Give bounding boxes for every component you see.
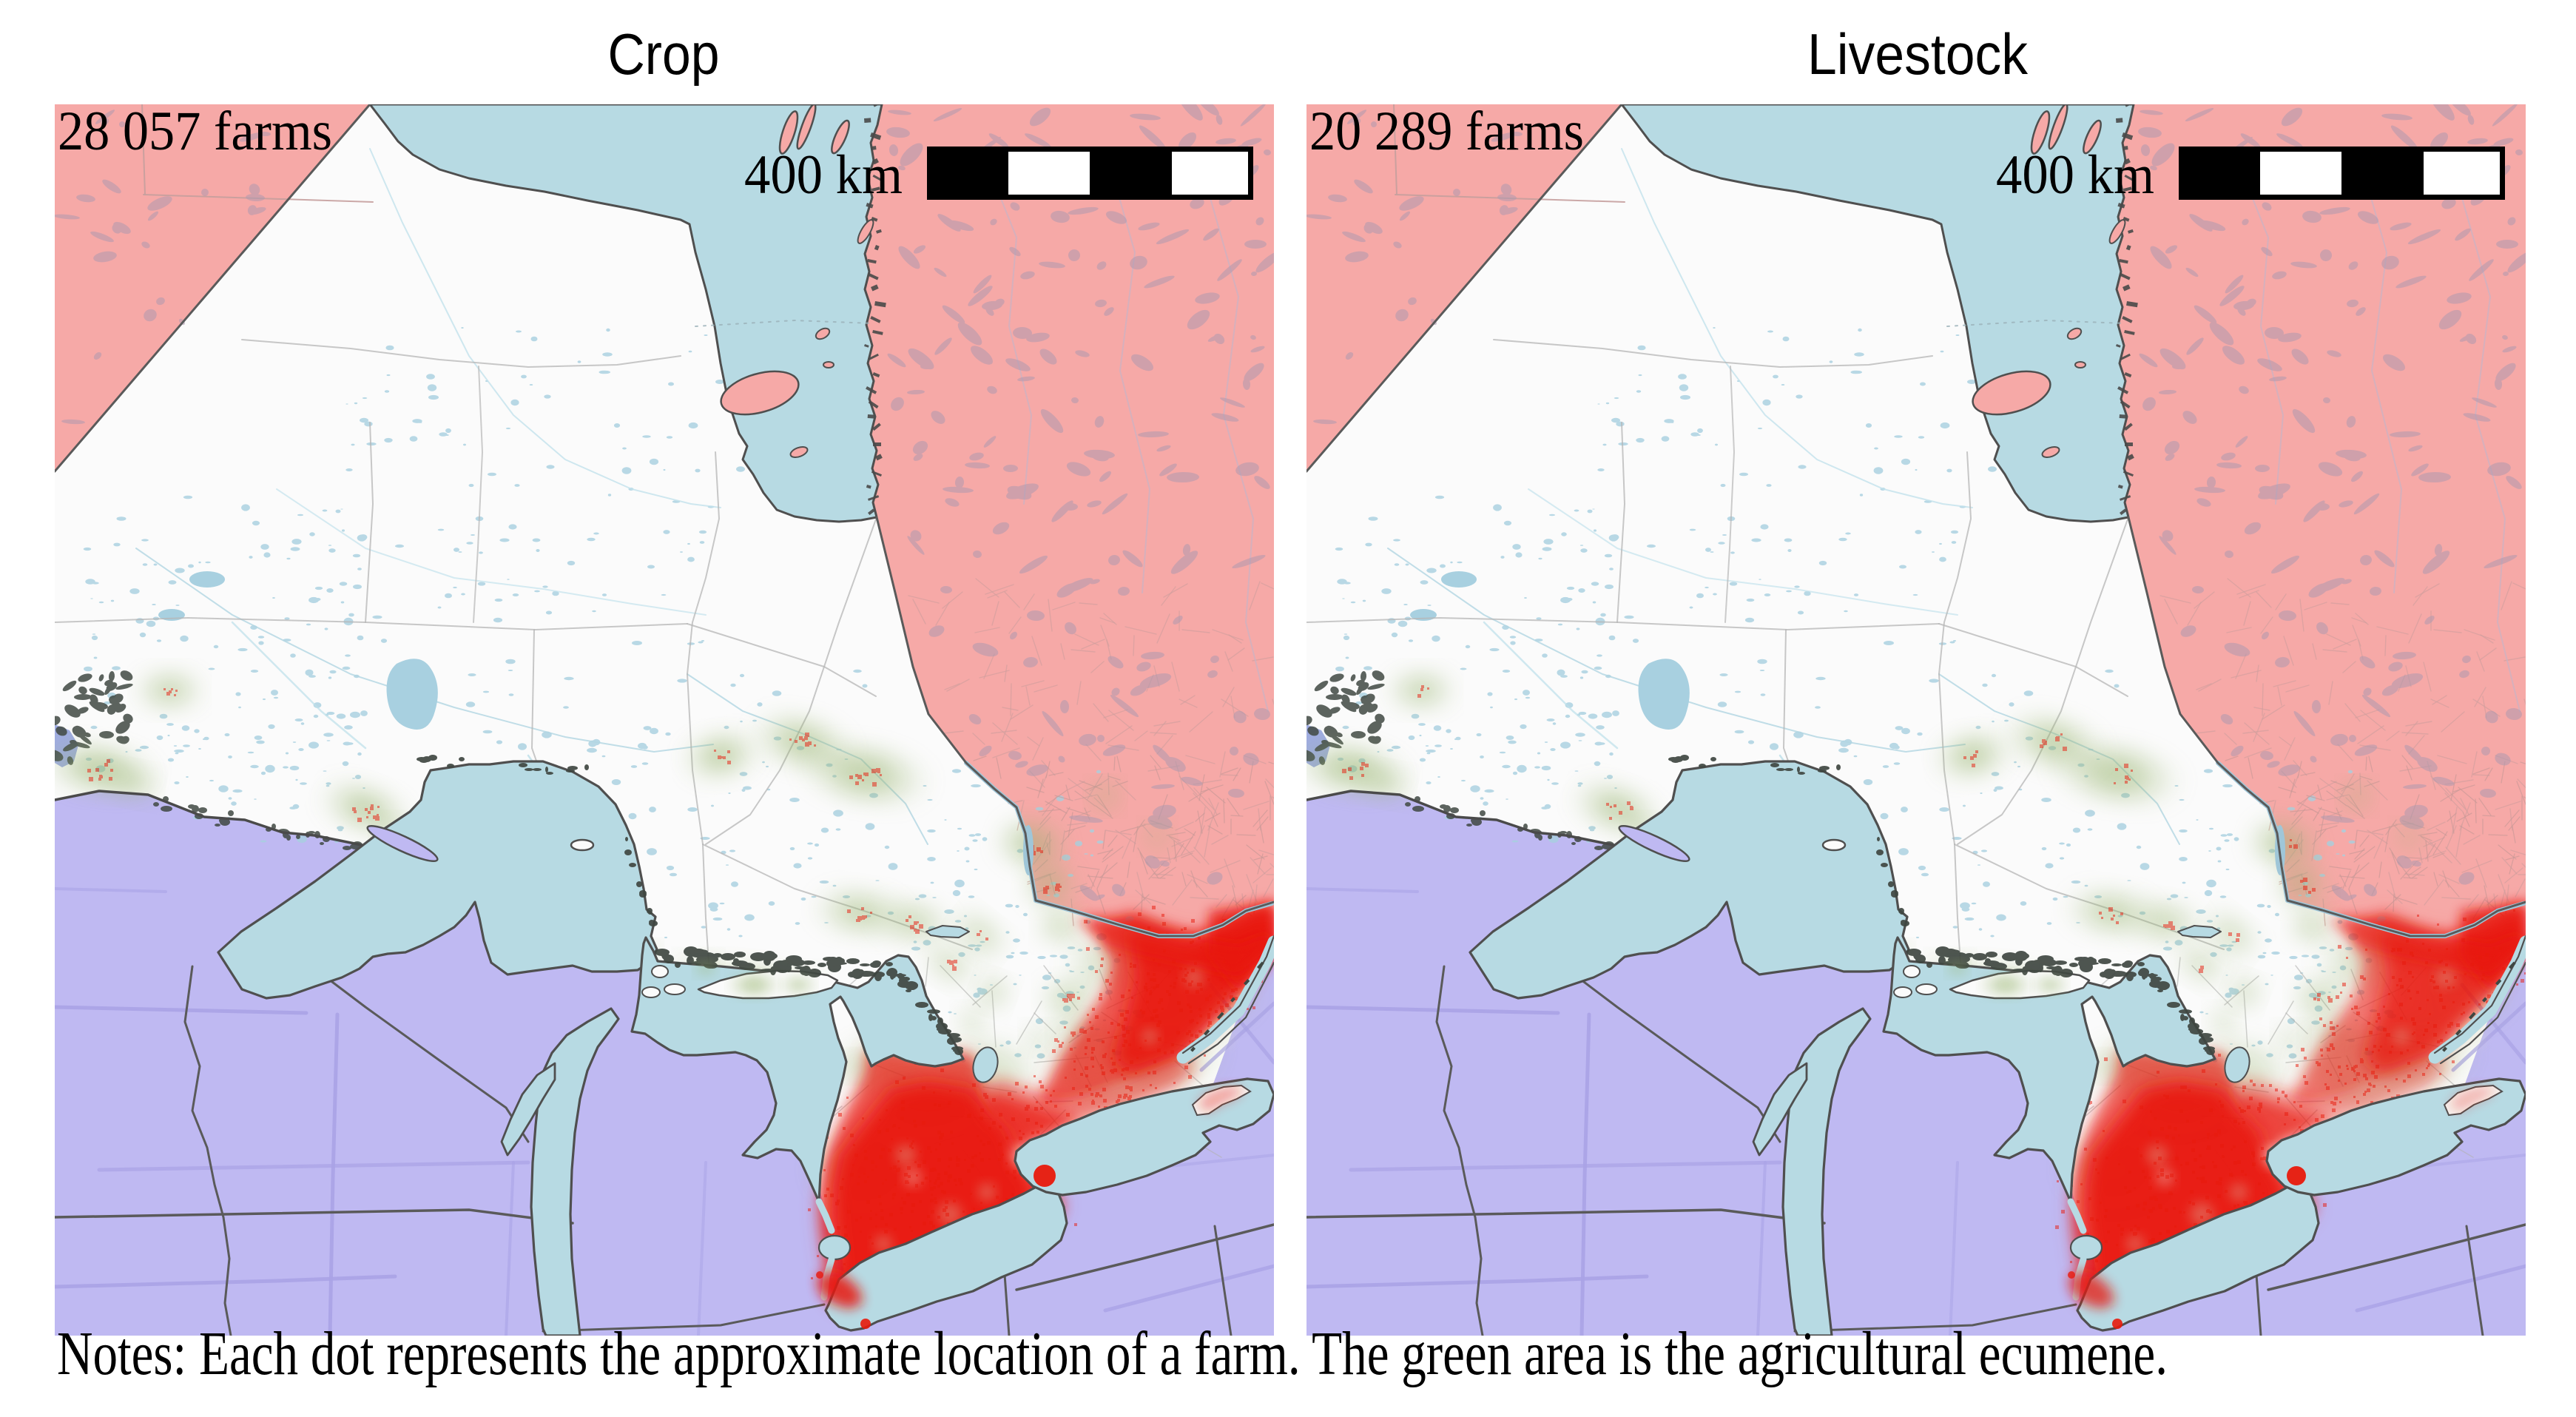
svg-text:28 057 farms: 28 057 farms [58, 101, 332, 162]
svg-text:Livestock: Livestock [1807, 21, 2029, 87]
svg-text:Notes: Each dot represents the: Notes: Each dot represents the approxima… [57, 1319, 2168, 1388]
svg-text:400 km: 400 km [744, 144, 903, 206]
svg-text:Crop: Crop [608, 21, 720, 87]
svg-text:400 km: 400 km [1996, 144, 2154, 206]
svg-text:20 289 farms: 20 289 farms [1309, 101, 1584, 162]
